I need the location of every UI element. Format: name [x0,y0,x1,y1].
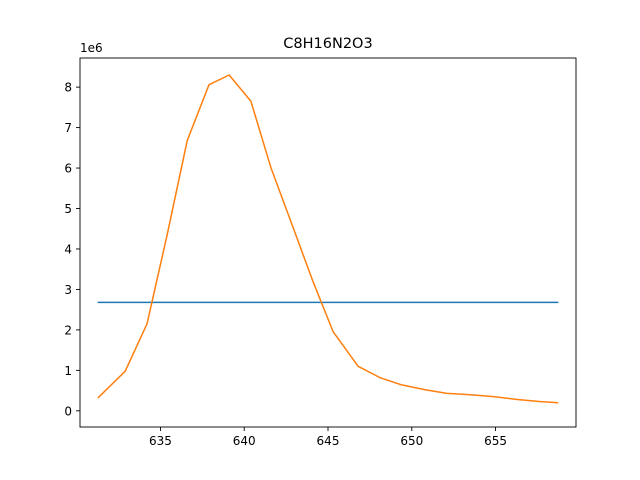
y-tick-label: 5 [64,202,72,216]
y-tick-label: 3 [64,283,72,297]
y-tick-label: 1 [64,364,72,378]
x-tick-label: 640 [233,434,256,448]
y-tick-label: 0 [64,404,72,418]
y-tick-label: 2 [64,323,72,337]
x-tick-label: 645 [317,434,340,448]
series-layer [97,74,559,404]
x-tick-label: 655 [484,434,507,448]
plot-frame [79,57,577,428]
y-tick-label: 8 [64,81,72,95]
x-tick-label: 650 [400,434,423,448]
x-tick-label: 635 [149,434,172,448]
y-tick-label: 6 [64,162,72,176]
y-tick-label: 7 [64,121,72,135]
y-tick-label: 4 [64,242,72,256]
chart-title: C8H16N2O3 [283,36,372,52]
y-offset-label: 1e6 [80,41,103,55]
y-axis-ticks: 0 1 2 3 4 5 6 7 8 [64,81,80,418]
x-axis-ticks: 635 640 645 650 655 [149,427,507,448]
series-line-1 [97,74,559,404]
